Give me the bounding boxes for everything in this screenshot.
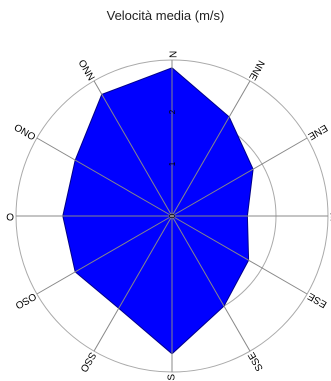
- axis-NNO: [93, 80, 173, 217]
- direction-label-NNO: NNO: [77, 57, 98, 82]
- axis-ONO: [36, 137, 173, 217]
- axis-SSE: [171, 215, 251, 352]
- direction-label-OSO: OSO: [13, 290, 38, 311]
- direction-label-ESE: ESE: [306, 290, 329, 310]
- axis-ESE: [171, 215, 308, 295]
- tick-label-1: 1: [168, 161, 177, 166]
- tick-label-2: 2: [168, 109, 177, 114]
- direction-label-O: O: [6, 210, 14, 221]
- direction-label-N: N: [166, 51, 177, 58]
- direction-label-ONO: ONO: [13, 121, 38, 142]
- speed-area: [62, 67, 254, 355]
- direction-label-SSE: SSE: [246, 350, 266, 373]
- axis-OSO: [36, 215, 173, 295]
- direction-label-NNE: NNE: [246, 58, 266, 82]
- tick-label-0: 0: [168, 213, 177, 218]
- direction-label-S: S: [167, 374, 178, 381]
- axis-SSO: [93, 215, 173, 352]
- direction-label-E: E: [330, 210, 331, 221]
- axis-ENE: [171, 137, 308, 217]
- chart-title: Velocità media (m/s): [106, 8, 225, 23]
- direction-label-SSO: SSO: [77, 350, 97, 374]
- direction-label-ENE: ENE: [306, 122, 330, 142]
- axis-NNE: [171, 80, 251, 217]
